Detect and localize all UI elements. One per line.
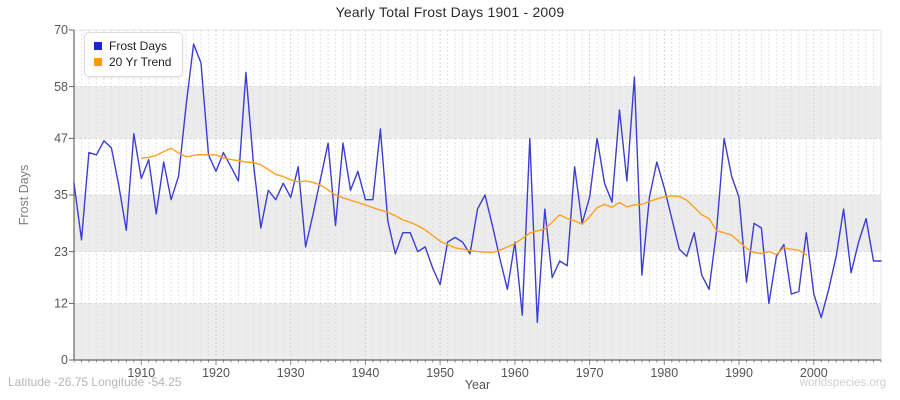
y-tick-label: 35 [54, 188, 68, 202]
x-tick-labels: 1910 1920 1930 1940 1950 1960 1970 1980 1990 2000 [127, 366, 827, 380]
y-tick-label: 47 [54, 132, 68, 146]
h-gridlines [74, 86, 881, 304]
trend-swatch-icon [94, 58, 102, 66]
chart-title: Yearly Total Frost Days 1901 - 2009 [335, 4, 565, 20]
x-tick-label: 1970 [576, 366, 604, 380]
x-axis-ticks [73, 360, 882, 365]
y-tick-label: 0 [61, 353, 68, 367]
y-axis-ticks [69, 29, 74, 361]
x-tick-label: 1930 [277, 366, 305, 380]
x-tick-label: 1960 [501, 366, 529, 380]
x-tick-label: 1940 [351, 366, 379, 380]
x-axis-title: Year [464, 378, 491, 392]
trend-line [140, 147, 807, 256]
legend-item-trend: 20 Yr Trend [94, 54, 171, 70]
watermark: worldspecies.org [799, 377, 886, 389]
y-tick-labels: 0 12 23 35 47 58 70 [54, 23, 68, 367]
y-tick-label: 70 [54, 23, 68, 37]
axes [73, 29, 882, 361]
y-tick-label: 23 [54, 245, 68, 259]
x-tick-label: 1990 [725, 366, 753, 380]
x-tick-label: 1920 [202, 366, 230, 380]
legend-label-trend: 20 Yr Trend [109, 55, 172, 69]
x-tick-label: 1980 [650, 366, 678, 380]
coordinates-caption: Latitude -26.75 Longitude -54.25 [8, 375, 182, 389]
y-tick-label: 12 [54, 297, 68, 311]
x-tick-label: 1910 [127, 366, 155, 380]
legend-label-frost-days: Frost Days [109, 39, 168, 53]
legend-item-frost-days: Frost Days [94, 38, 171, 54]
y-tick-label: 58 [54, 80, 68, 94]
x-tick-label: 1950 [426, 366, 454, 380]
legend: Frost Days 20 Yr Trend [84, 32, 184, 77]
frost-days-swatch-icon [94, 42, 102, 50]
x-tick-label: 2000 [800, 366, 828, 380]
y-axis-title: Frost Days [17, 164, 31, 226]
